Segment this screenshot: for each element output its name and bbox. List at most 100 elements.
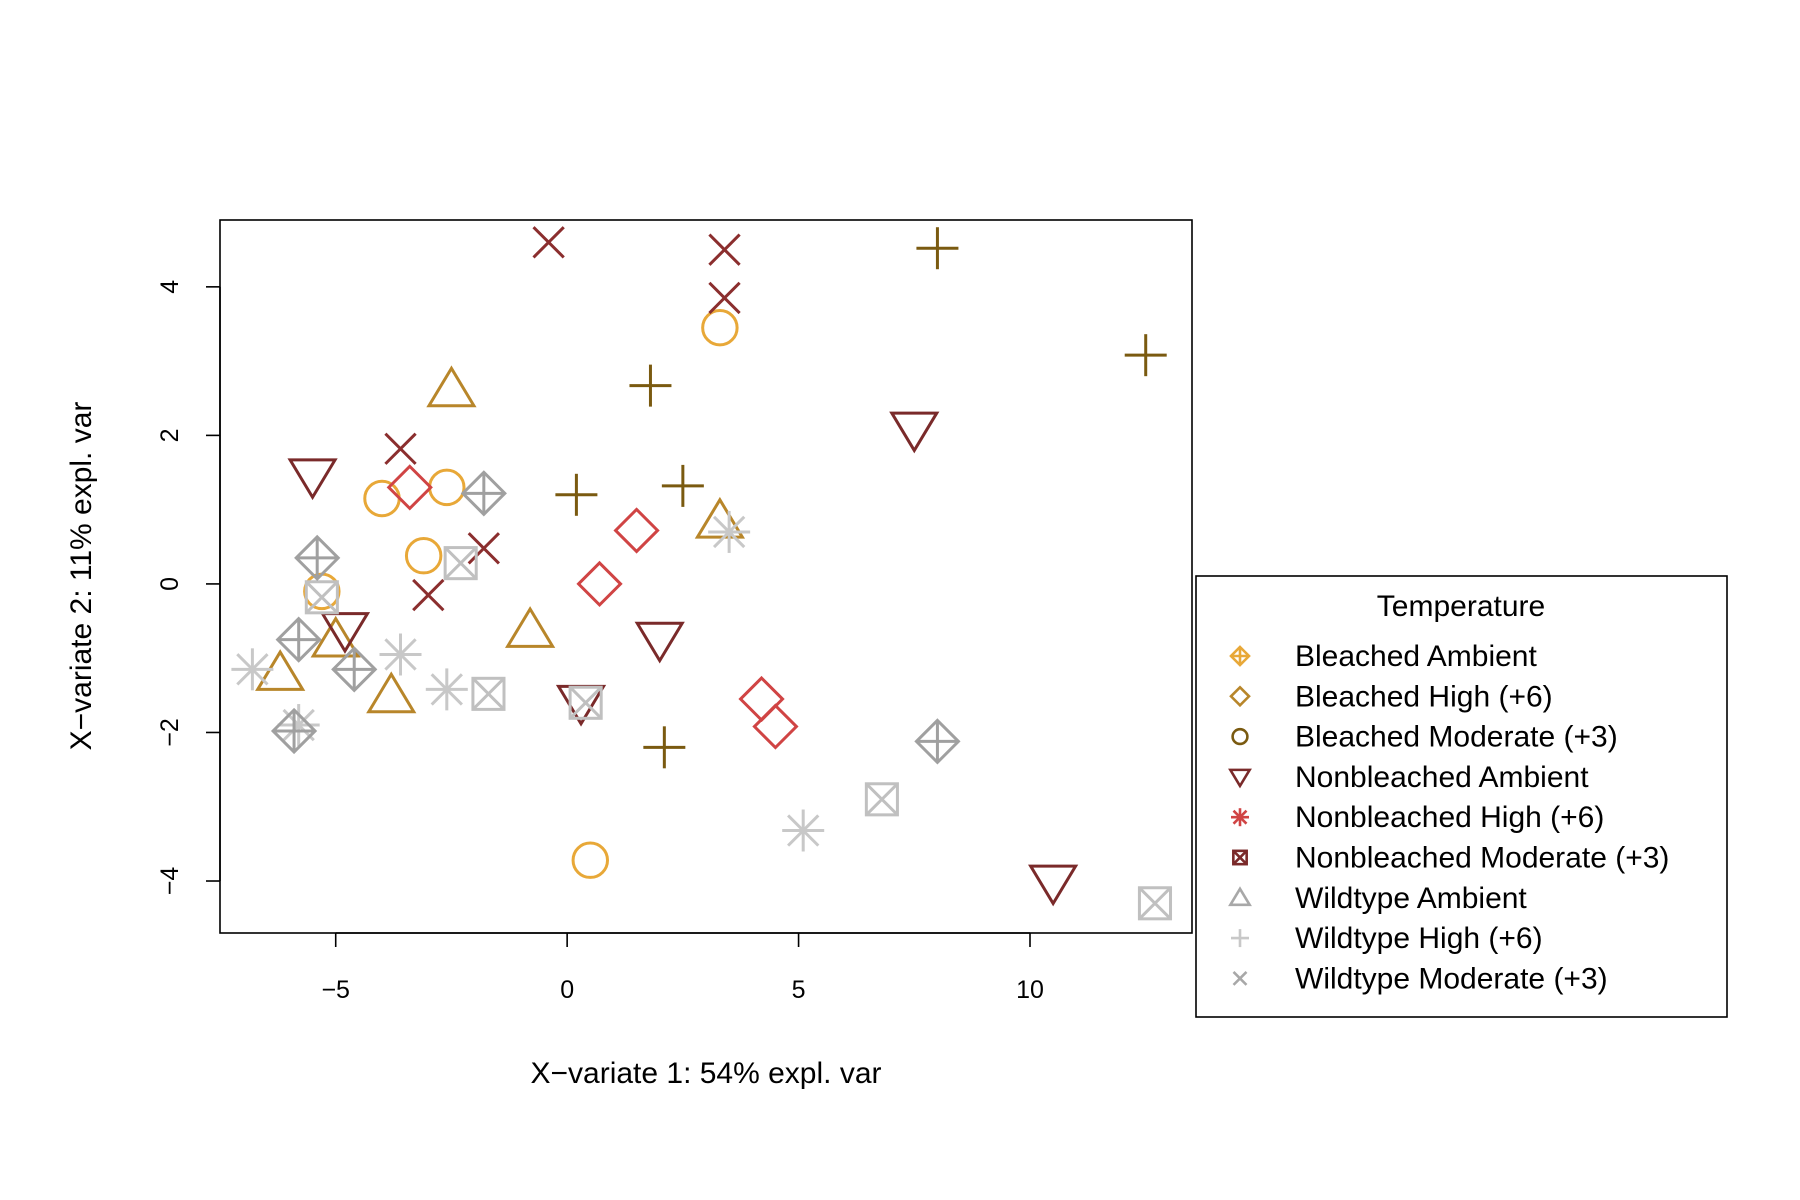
x-axis: −5 0 5 10 — [321, 932, 1044, 1004]
legend-marker — [1232, 849, 1248, 866]
data-points — [231, 226, 1173, 921]
legend-box — [1195, 575, 1728, 1018]
legend-item: Nonbleached Moderate (+3) — [1232, 842, 1669, 875]
legend-label: Wildtype Moderate (+3) — [1295, 962, 1608, 995]
x-tick-label: −5 — [321, 976, 350, 1004]
data-point — [386, 464, 433, 511]
legend: Temperature Bleached Ambient Bleached Hig… — [1195, 575, 1728, 1018]
series-bleached-moderate-3 — [555, 227, 1167, 769]
data-point — [555, 473, 598, 516]
series-nonbleached-high-6 — [386, 464, 799, 750]
data-point — [384, 432, 417, 465]
legend-label: Wildtype High (+6) — [1295, 922, 1543, 955]
data-point — [889, 411, 940, 454]
data-point — [576, 560, 623, 608]
data-point — [571, 841, 610, 879]
legend-label: Bleached Ambient — [1295, 640, 1537, 673]
data-point — [471, 676, 506, 711]
series-bleached-ambient — [303, 308, 739, 879]
legend-item: Wildtype Ambient — [1228, 882, 1527, 915]
legend-item: Bleached High (+6) — [1229, 680, 1553, 713]
data-point — [914, 718, 961, 765]
legend-marker — [1228, 768, 1252, 789]
data-point — [1137, 886, 1173, 921]
data-point — [504, 606, 556, 648]
data-point — [310, 615, 361, 658]
data-point — [708, 233, 741, 266]
data-point — [613, 507, 660, 554]
data-point — [701, 308, 739, 347]
data-point — [412, 578, 445, 612]
series-wildtype-moderate-3 — [270, 470, 961, 765]
legend-title: Temperature — [1377, 590, 1545, 623]
data-point — [1028, 864, 1079, 907]
x-tick-label: 5 — [792, 976, 806, 1004]
data-point — [366, 671, 417, 714]
legend-label: Bleached High (+6) — [1295, 680, 1553, 713]
legend-item: Nonbleached Ambient — [1228, 761, 1589, 794]
data-point — [532, 226, 565, 259]
legend-items: Bleached Ambient Bleached High (+6) Bleach… — [1228, 640, 1669, 995]
legend-item: Bleached Moderate (+3) — [1231, 721, 1618, 754]
data-point — [331, 646, 378, 693]
y-tick-label: 2 — [156, 428, 184, 442]
legend-item: Wildtype High (+6) — [1231, 922, 1543, 955]
legend-label: Nonbleached Moderate (+3) — [1295, 842, 1669, 875]
data-point — [634, 621, 685, 664]
legend-marker — [1232, 971, 1248, 986]
data-point — [568, 685, 603, 720]
legend-marker — [1228, 886, 1252, 907]
y-axis-label: X−variate 2: 11% expl. var — [65, 402, 98, 751]
data-point — [864, 782, 899, 817]
series-nonbleached-moderate-3 — [384, 226, 741, 612]
data-point — [629, 364, 672, 407]
data-point — [752, 703, 799, 750]
data-point — [661, 464, 704, 507]
legend-label: Nonbleached High (+6) — [1295, 801, 1604, 834]
series-wildtype-high-6 — [231, 510, 825, 852]
data-point — [443, 546, 478, 581]
legend-marker — [1231, 808, 1249, 827]
legend-marker — [1231, 727, 1249, 746]
data-point — [277, 704, 320, 747]
data-point — [379, 633, 422, 676]
x-axis-label: X−variate 1: 54% expl. var — [530, 1057, 881, 1090]
y-tick-label: −4 — [156, 867, 184, 896]
legend-item: Nonbleached High (+6) — [1231, 801, 1604, 834]
legend-item: Wildtype Moderate (+3) — [1232, 962, 1608, 995]
legend-marker — [1229, 685, 1251, 708]
data-point — [304, 580, 339, 615]
data-point — [270, 707, 318, 755]
legend-label: Bleached Moderate (+3) — [1295, 721, 1618, 754]
data-point — [916, 227, 959, 270]
legend-label: Wildtype Ambient — [1295, 882, 1527, 915]
y-tick-label: 0 — [156, 577, 184, 591]
data-point — [467, 532, 501, 565]
data-point — [643, 726, 686, 769]
y-tick-label: 4 — [156, 280, 184, 294]
data-point — [287, 458, 338, 501]
legend-marker — [1231, 929, 1249, 948]
legend-marker — [1229, 645, 1251, 667]
data-point — [319, 612, 371, 654]
y-tick-label: −2 — [156, 718, 184, 747]
data-point — [460, 470, 507, 517]
data-point — [426, 365, 477, 408]
x-tick-label: 10 — [1016, 976, 1044, 1004]
data-point — [1124, 334, 1167, 377]
series-wildtype-ambient — [304, 546, 1173, 921]
data-point — [275, 616, 322, 663]
y-axis: −4 −2 0 2 4 — [156, 280, 221, 896]
data-point — [782, 809, 825, 852]
legend-label: Nonbleached Ambient — [1295, 761, 1589, 794]
legend-item: Bleached Ambient — [1229, 640, 1537, 673]
x-tick-label: 0 — [560, 976, 574, 1004]
data-point — [708, 510, 751, 553]
data-point — [231, 648, 274, 691]
data-point — [404, 536, 443, 575]
data-point — [294, 534, 341, 582]
data-point — [708, 281, 741, 315]
data-point — [425, 668, 468, 711]
data-point — [694, 496, 746, 539]
